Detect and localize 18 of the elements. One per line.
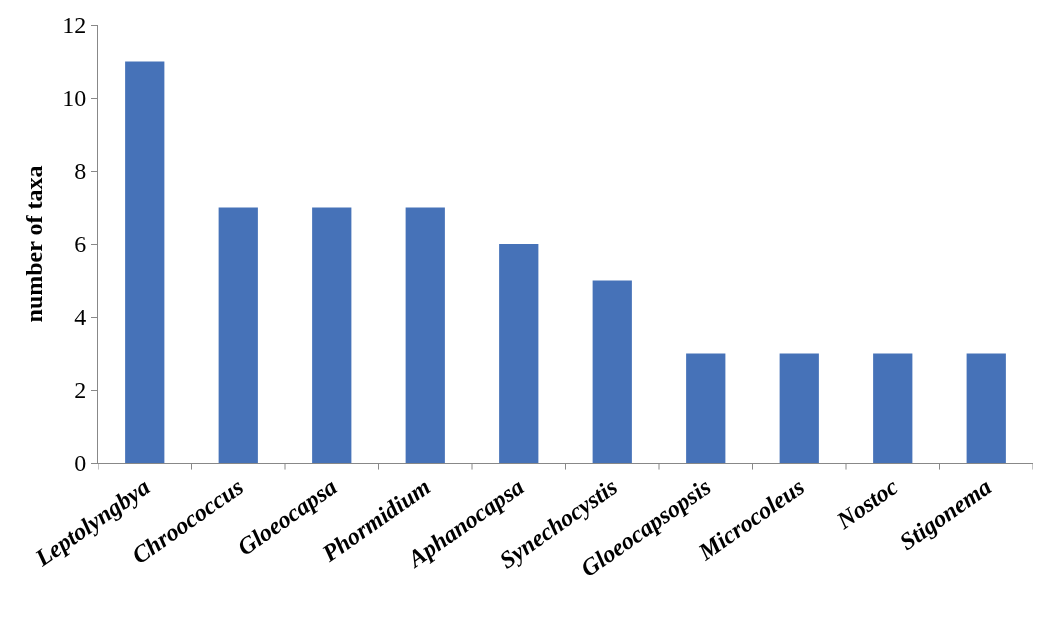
bar <box>966 353 1006 463</box>
y-tick-label: 6 <box>74 231 87 258</box>
y-tick-label: 0 <box>74 450 87 477</box>
y-tick-label: 2 <box>74 377 87 404</box>
bar <box>592 280 632 463</box>
bar <box>686 353 726 463</box>
bar <box>499 244 539 463</box>
y-tick-label: 8 <box>74 158 87 185</box>
bar <box>312 207 352 463</box>
bar <box>218 207 258 463</box>
bar <box>125 61 165 463</box>
bar <box>779 353 819 463</box>
y-tick-label: 12 <box>62 12 87 39</box>
y-tick-label: 10 <box>62 85 87 112</box>
bar <box>405 207 445 463</box>
bar <box>873 353 913 463</box>
y-tick-label: 4 <box>74 304 87 331</box>
y-axis-title: number of taxa <box>21 165 48 323</box>
